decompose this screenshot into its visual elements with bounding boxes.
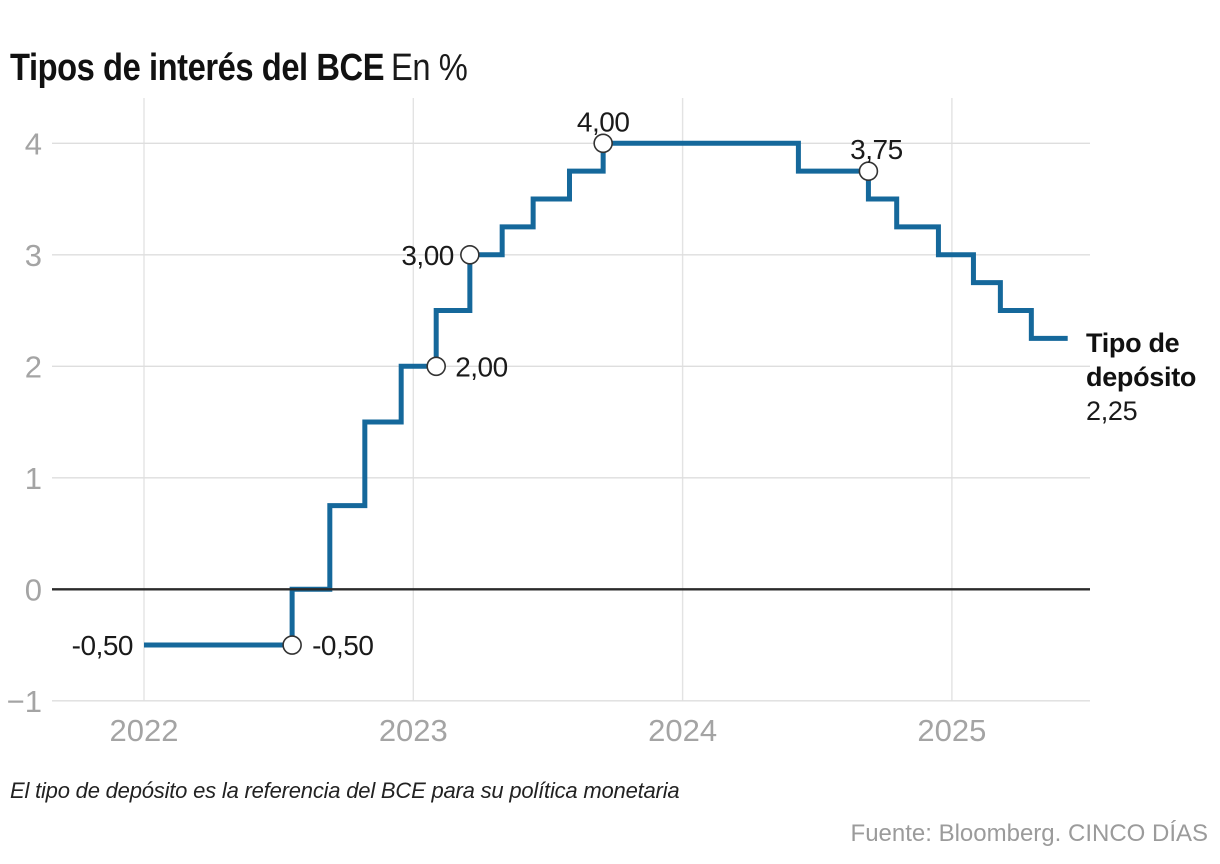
series-last-value: 2,25 — [1086, 396, 1138, 426]
y-tick-label: −1 — [7, 684, 42, 719]
chart-footnote: El tipo de depósito es la referencia del… — [10, 778, 680, 803]
value-annotation: -0,50 — [72, 630, 133, 661]
data-point-marker[interactable] — [858, 161, 879, 181]
data-point-marker[interactable] — [426, 356, 446, 377]
x-tick-label: 2022 — [110, 713, 179, 748]
series-name-line1: Tipo de — [1086, 328, 1180, 358]
y-tick-label: 0 — [25, 572, 42, 607]
value-annotation: 2,00 — [455, 351, 508, 382]
x-tick-label: 2024 — [648, 713, 717, 748]
value-annotation: 4,00 — [577, 106, 630, 137]
x-tick-label: 2025 — [917, 713, 986, 748]
y-tick-label: 4 — [25, 126, 42, 161]
chart-source: Fuente: Bloomberg. CINCO DÍAS — [850, 820, 1208, 847]
chart-title-unit: En % — [390, 47, 468, 90]
data-point-marker[interactable] — [282, 635, 302, 655]
x-tick-label: 2023 — [379, 713, 448, 748]
chart-title: Tipos de interés del BCE En % — [10, 47, 468, 90]
rate-step-line[interactable] — [144, 140, 1068, 648]
series-end-label: Tipo de depósito 2,25 — [1086, 326, 1196, 428]
data-point-marker[interactable] — [460, 245, 480, 265]
y-tick-label: 2 — [25, 349, 42, 384]
value-annotation: 3,75 — [850, 134, 903, 165]
data-point-marker[interactable] — [593, 133, 613, 154]
value-annotation: -0,50 — [312, 630, 373, 661]
series-name-line2: depósito — [1086, 362, 1197, 392]
value-annotation: 3,00 — [401, 240, 454, 271]
chart-title-text: Tipos de interés del BCE — [10, 47, 385, 90]
y-tick-label: 3 — [25, 238, 42, 273]
y-tick-label: 1 — [25, 461, 42, 496]
